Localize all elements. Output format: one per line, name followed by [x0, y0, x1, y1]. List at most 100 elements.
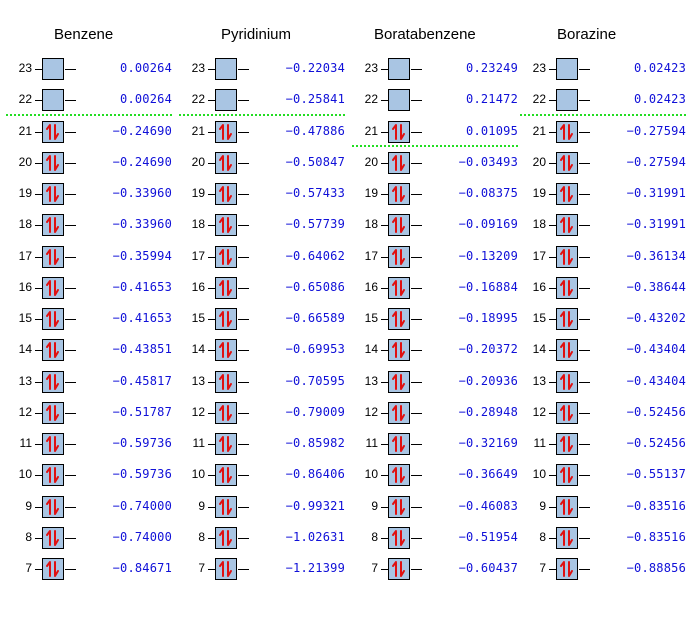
electron-pair-icon: [42, 308, 64, 330]
electron-pair-icon: [556, 276, 578, 299]
homo-lumo-divider: [520, 113, 686, 116]
level-line-left: [208, 350, 215, 352]
level-line-left: [381, 444, 388, 445]
level-line-right: [238, 537, 249, 539]
orbital-number: 9: [539, 498, 546, 513]
orbital-row: 12 −0.28948: [346, 401, 518, 426]
orbital-energy: −0.84671: [112, 561, 172, 575]
electron-pair-icon: [42, 214, 64, 237]
orbital-number: 7: [25, 561, 32, 575]
orbital-row: 18 −0.31991: [514, 214, 686, 238]
electron-pair-icon: [556, 120, 578, 143]
orbital-number: 22: [532, 92, 546, 107]
orbital-energy: −0.57739: [285, 217, 345, 232]
orbital-energy: 0.21472: [466, 92, 518, 107]
orbital-row: 22 0.00264: [0, 89, 172, 113]
orbital-row: 11 −0.32169: [346, 433, 518, 457]
electron-pair-icon: [556, 464, 578, 487]
level-line-left: [208, 412, 215, 414]
homo-lumo-divider: [179, 113, 345, 116]
orbital-number: 11: [365, 436, 378, 450]
electron-pair-icon: [556, 495, 578, 518]
electron-pair-icon: [42, 120, 64, 143]
level-line-right: [65, 287, 76, 289]
level-line-right: [65, 256, 76, 258]
level-line-left: [35, 194, 42, 195]
level-line-right: [65, 194, 76, 195]
orbital-number: 11: [19, 436, 32, 450]
level-line-right: [411, 225, 422, 227]
orbital-number: 17: [364, 248, 378, 263]
level-line-right: [579, 162, 590, 164]
level-line-left: [208, 225, 215, 227]
orbital-number: 16: [532, 279, 546, 294]
orbital-row: 8 −0.74000: [0, 526, 172, 551]
orbital-row: 23 0.00264: [0, 58, 172, 82]
level-line-left: [381, 131, 388, 133]
orbital-number: 10: [532, 467, 546, 482]
orbital-number: 12: [532, 404, 546, 419]
orbital-number: 19: [191, 186, 205, 200]
level-line-left: [35, 412, 42, 414]
level-line-right: [65, 319, 76, 320]
level-line-left: [208, 100, 215, 102]
electron-pair-icon: [556, 558, 578, 580]
level-line-right: [65, 100, 76, 102]
orbital-number: 15: [532, 311, 546, 325]
electron-pair-icon: [42, 401, 64, 424]
orbital-energy: −0.69953: [285, 342, 345, 357]
orbital-energy: −0.09169: [458, 217, 518, 232]
electron-pair-icon: [215, 308, 237, 330]
level-line-left: [381, 256, 388, 258]
orbital-row: 10 −0.59736: [0, 464, 172, 488]
orbital-energy: −0.20372: [458, 342, 518, 357]
level-line-right: [65, 225, 76, 227]
level-line-right: [238, 287, 249, 289]
electron-pair-icon: [556, 151, 578, 174]
orbital-number: 10: [18, 467, 32, 482]
orbital-energy: −0.45817: [112, 373, 172, 388]
orbital-number: 12: [18, 404, 32, 419]
electron-pair-icon: [215, 120, 237, 143]
orbital-energy: −0.83516: [626, 529, 686, 544]
orbital-energy: −1.02631: [285, 529, 345, 544]
orbital-energy: −0.20936: [458, 373, 518, 388]
level-line-left: [35, 350, 42, 352]
orbital-number: 22: [18, 92, 32, 107]
orbital-energy: −0.32169: [458, 436, 518, 450]
orbital-energy: 0.01095: [466, 123, 518, 138]
orbital-energy: −0.24690: [112, 154, 172, 169]
level-line-right: [65, 381, 76, 383]
orbital-row: 15 −0.66589: [173, 308, 345, 332]
level-line-right: [238, 100, 249, 102]
orbital-number: 20: [18, 154, 32, 169]
level-line-left: [208, 69, 215, 70]
orbital-number: 18: [191, 217, 205, 232]
orbital-energy: −0.66589: [285, 311, 345, 325]
orbital-number: 23: [191, 61, 205, 75]
orbital-row: 12 −0.52456: [514, 401, 686, 426]
level-line-right: [238, 194, 249, 195]
level-line-left: [35, 287, 42, 289]
level-line-left: [549, 256, 556, 258]
level-line-right: [579, 131, 590, 133]
column-title: Borazine: [557, 26, 617, 43]
orbital-energy: −0.43404: [626, 342, 686, 357]
level-line-left: [549, 444, 556, 445]
level-line-left: [381, 381, 388, 383]
electron-pair-icon: [42, 151, 64, 174]
electron-pair-icon: [215, 433, 237, 455]
orbital-number: 20: [191, 154, 205, 169]
orbital-row: 17 −0.36134: [514, 245, 686, 270]
level-line-left: [35, 444, 42, 445]
level-line-left: [381, 162, 388, 164]
orbital-energy: −0.51954: [458, 529, 518, 544]
orbital-energy: −0.18995: [458, 311, 518, 325]
level-line-left: [208, 131, 215, 133]
orbital-number: 17: [191, 248, 205, 263]
orbital-row: 14 −0.43404: [514, 339, 686, 363]
orbital-energy: −0.52456: [626, 404, 686, 419]
level-line-left: [549, 506, 556, 508]
level-line-right: [411, 131, 422, 133]
empty-orbital-icon: [215, 58, 237, 80]
